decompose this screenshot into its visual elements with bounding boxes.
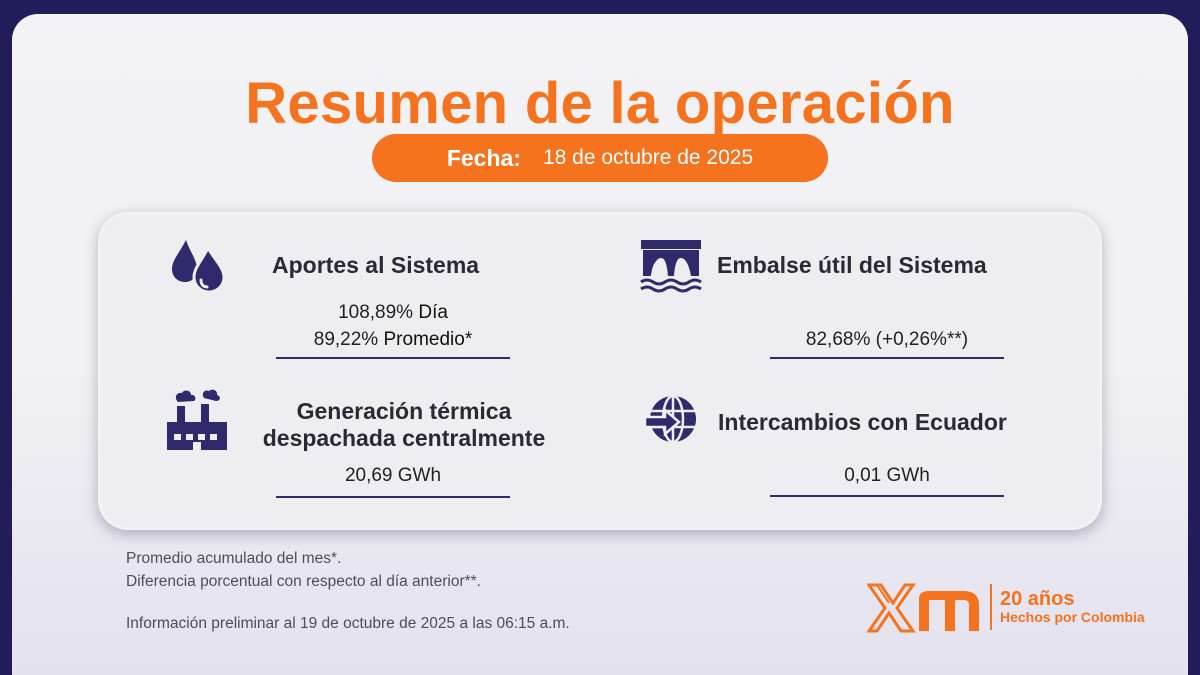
- xm-logo: [867, 583, 979, 633]
- page-title: Resumen de la operación: [245, 71, 955, 136]
- termica-value: 20,69 GWh: [344, 465, 442, 486]
- aportes-value: 108,89% Día 89,22% Promedio*: [276, 299, 510, 353]
- ecuador-underline: [770, 495, 1004, 497]
- aportes-avg-value: 89,22%: [313, 329, 379, 350]
- aportes-avg-line: 89,22% Promedio*: [276, 326, 510, 353]
- footnote-difference: Diferencia porcentual con respecto al dí…: [126, 573, 481, 590]
- footnote-preliminary: Información preliminar al 19 de octubre …: [126, 615, 570, 632]
- termica-title: Generación térmica despachada centralmen…: [234, 398, 574, 452]
- embalse-title: Embalse útil del Sistema: [717, 252, 987, 278]
- aportes-day-label: Día: [418, 302, 448, 323]
- aportes-avg-label: Promedio*: [383, 329, 473, 350]
- dam-icon: [640, 240, 702, 293]
- date-value: 18 de octubre de 2025: [542, 146, 754, 169]
- date-pill: Fecha: 18 de octubre de 2025: [372, 134, 828, 182]
- logo-tagline: Hechos por Colombia: [1000, 609, 1145, 625]
- aportes-day-value: 108,89%: [338, 302, 414, 323]
- factory-icon: [167, 389, 227, 450]
- footnote-average: Promedio acumulado del mes*.: [126, 550, 342, 567]
- date-label: Fecha:: [446, 144, 521, 171]
- ecuador-value: 0,01 GWh: [844, 465, 930, 486]
- embalse-value: 82,68% (+0,26%**): [805, 329, 969, 350]
- ecuador-title: Intercambios con Ecuador: [718, 409, 1007, 435]
- termica-title-line2: despachada centralmente: [262, 425, 546, 451]
- aportes-underline: [276, 357, 510, 359]
- embalse-underline: [770, 357, 1004, 359]
- termica-title-line1: Generación térmica: [296, 398, 512, 424]
- aportes-day-line: 108,89% Día: [276, 299, 510, 326]
- termica-underline: [276, 496, 510, 498]
- globe-exchange-icon: [643, 394, 696, 444]
- summary-card: Resumen de la operación Fecha: 18 de oct…: [12, 14, 1188, 675]
- aportes-title: Aportes al Sistema: [272, 252, 480, 278]
- logo-divider: [990, 584, 992, 630]
- water-drops-icon: [172, 240, 226, 294]
- logo-anniversary: 20 años: [1000, 588, 1075, 610]
- metrics-panel: Aportes al Sistema 108,89% Día 89,22% Pr…: [98, 212, 1102, 530]
